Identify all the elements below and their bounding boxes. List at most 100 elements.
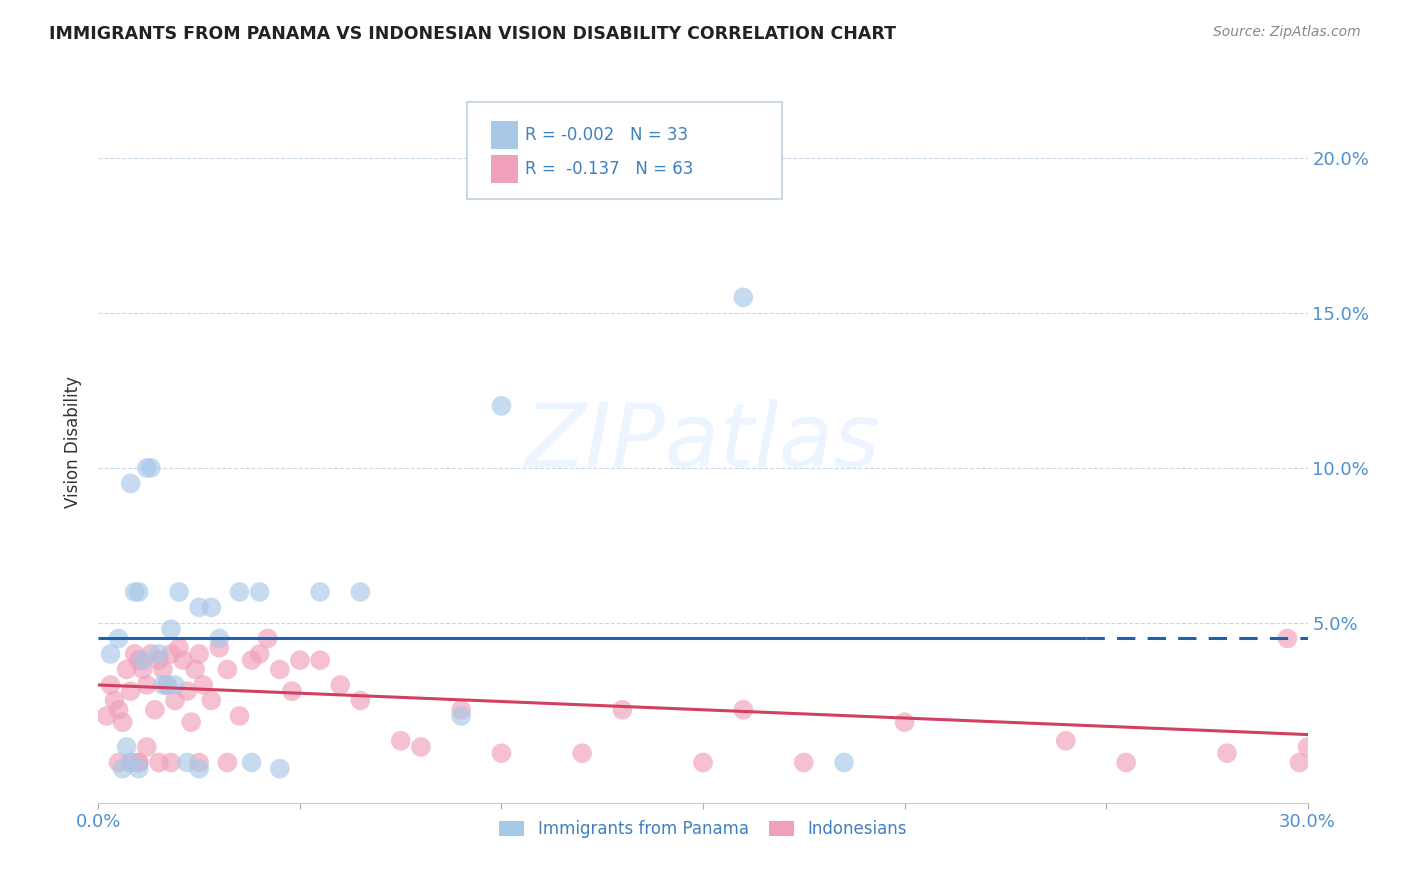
Point [200, 600, 222, 615]
Point [188, 647, 211, 661]
Point [167, 640, 190, 655]
Text: R = -0.002   N = 33: R = -0.002 N = 33 [526, 126, 689, 145]
Point [349, 585, 371, 599]
Point [228, 585, 250, 599]
Point [217, 756, 239, 770]
Point [200, 693, 222, 707]
Point [156, 678, 179, 692]
Point [152, 678, 174, 692]
Point [176, 684, 198, 698]
Point [160, 756, 183, 770]
Point [309, 585, 332, 599]
Point [135, 678, 157, 692]
Point [208, 632, 231, 646]
Point [450, 709, 472, 723]
Point [184, 663, 207, 677]
Point [612, 703, 634, 717]
Point [100, 678, 122, 692]
Point [128, 756, 150, 770]
FancyBboxPatch shape [492, 155, 517, 183]
Point [148, 756, 170, 770]
Point [692, 756, 714, 770]
Point [120, 476, 142, 491]
Point [115, 663, 138, 677]
Point [172, 653, 194, 667]
Point [135, 461, 157, 475]
Text: IMMIGRANTS FROM PANAMA VS INDONESIAN VISION DISABILITY CORRELATION CHART: IMMIGRANTS FROM PANAMA VS INDONESIAN VIS… [49, 25, 896, 43]
Point [143, 703, 166, 717]
Point [111, 715, 134, 730]
Point [180, 715, 202, 730]
Point [217, 663, 239, 677]
Point [188, 762, 211, 776]
Point [124, 647, 146, 661]
Point [793, 756, 815, 770]
Point [288, 653, 311, 667]
Point [160, 647, 183, 661]
Point [120, 756, 142, 770]
Point [309, 653, 332, 667]
Point [128, 585, 150, 599]
Point [163, 693, 186, 707]
Point [1115, 756, 1137, 770]
Point [249, 647, 271, 661]
Y-axis label: Vision Disability: Vision Disability [65, 376, 83, 508]
Point [1277, 632, 1299, 646]
Point [1216, 746, 1239, 760]
Point [128, 653, 150, 667]
Point [124, 585, 146, 599]
Point [281, 684, 304, 698]
Point [733, 703, 755, 717]
FancyBboxPatch shape [492, 121, 517, 149]
Point [193, 678, 215, 692]
Point [160, 622, 183, 636]
Point [96, 709, 118, 723]
Point [128, 762, 150, 776]
Point [208, 640, 231, 655]
Point [491, 399, 513, 413]
Point [409, 739, 432, 754]
Point [1054, 733, 1077, 747]
Point [269, 762, 291, 776]
Point [120, 756, 142, 770]
Text: ZIPatlas: ZIPatlas [526, 399, 880, 484]
Point [107, 756, 129, 770]
FancyBboxPatch shape [467, 102, 782, 200]
Point [148, 653, 170, 667]
Point [148, 647, 170, 661]
Point [733, 290, 755, 304]
Point [389, 733, 412, 747]
Text: Source: ZipAtlas.com: Source: ZipAtlas.com [1213, 25, 1361, 39]
Point [107, 632, 129, 646]
Point [240, 653, 263, 667]
Point [893, 715, 915, 730]
Point [249, 585, 271, 599]
Point [1288, 756, 1310, 770]
Point [167, 585, 190, 599]
Point [115, 739, 138, 754]
Point [132, 653, 155, 667]
Point [240, 756, 263, 770]
Point [139, 647, 162, 661]
Point [100, 647, 122, 661]
Point [107, 703, 129, 717]
Point [329, 678, 352, 692]
Point [156, 678, 179, 692]
Point [135, 739, 157, 754]
Point [269, 663, 291, 677]
Point [176, 756, 198, 770]
Point [128, 756, 150, 770]
Legend: Immigrants from Panama, Indonesians: Immigrants from Panama, Indonesians [492, 814, 914, 845]
Point [188, 756, 211, 770]
Point [349, 693, 371, 707]
Point [571, 746, 593, 760]
Point [188, 600, 211, 615]
Point [103, 693, 125, 707]
Point [256, 632, 278, 646]
Point [491, 746, 513, 760]
Point [139, 461, 162, 475]
Point [450, 703, 472, 717]
Point [163, 678, 186, 692]
Point [1296, 739, 1319, 754]
Point [120, 684, 142, 698]
